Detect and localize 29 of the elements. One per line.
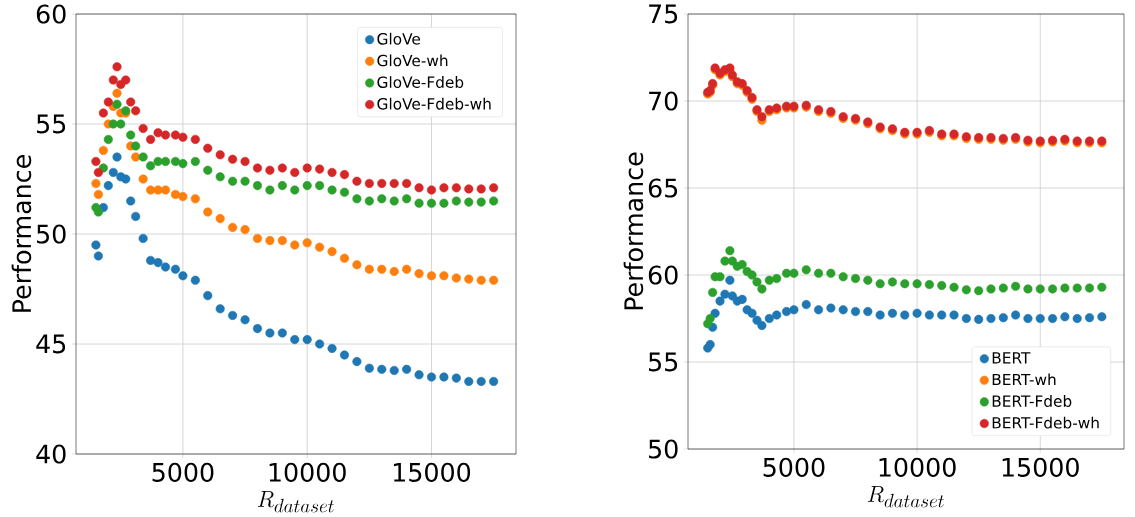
y-axis-title: Performance <box>623 152 644 310</box>
y-tick-label: 70 <box>649 91 678 111</box>
x-axis-title: $R_{dataset}$ <box>257 491 334 513</box>
x-axis-title: $R_{dataset}$ <box>867 486 944 508</box>
legend-label: GloVe <box>377 33 421 45</box>
y-tick-label: 65 <box>648 178 678 198</box>
y-tick-label: 60 <box>36 4 66 24</box>
x-tick-label: 5000 <box>152 462 214 483</box>
y-tick-label: 40 <box>36 444 66 464</box>
y-axis-title: Performance <box>11 155 32 312</box>
x-tick-label: 10000 <box>269 462 346 483</box>
y-tick-label: 50 <box>649 439 678 459</box>
x-tick-label: 15000 <box>393 462 471 483</box>
x-tick-label: 10000 <box>879 457 956 478</box>
x-tick-label: 15000 <box>1002 457 1079 478</box>
y-tick-label: 75 <box>649 4 678 24</box>
y-tick-label: 55 <box>649 352 678 372</box>
y-tick-label: 60 <box>648 265 678 285</box>
legend-label: BERT-Fdeb-wh <box>992 416 1099 429</box>
legend-label: GloVe-wh <box>377 54 448 67</box>
y-tick-label: 45 <box>36 334 66 354</box>
x-tick-label: 5000 <box>763 457 825 478</box>
legend-label: BERT <box>992 352 1031 364</box>
legend-label: BERT-wh <box>992 373 1056 386</box>
y-tick-label: 50 <box>37 224 66 244</box>
legend-label: GloVe-Fdeb <box>377 76 464 89</box>
y-tick-label: 55 <box>37 114 66 134</box>
legend-label: GloVe-Fdeb-wh <box>377 97 491 110</box>
legend-label: BERT-Fdeb <box>992 395 1072 408</box>
